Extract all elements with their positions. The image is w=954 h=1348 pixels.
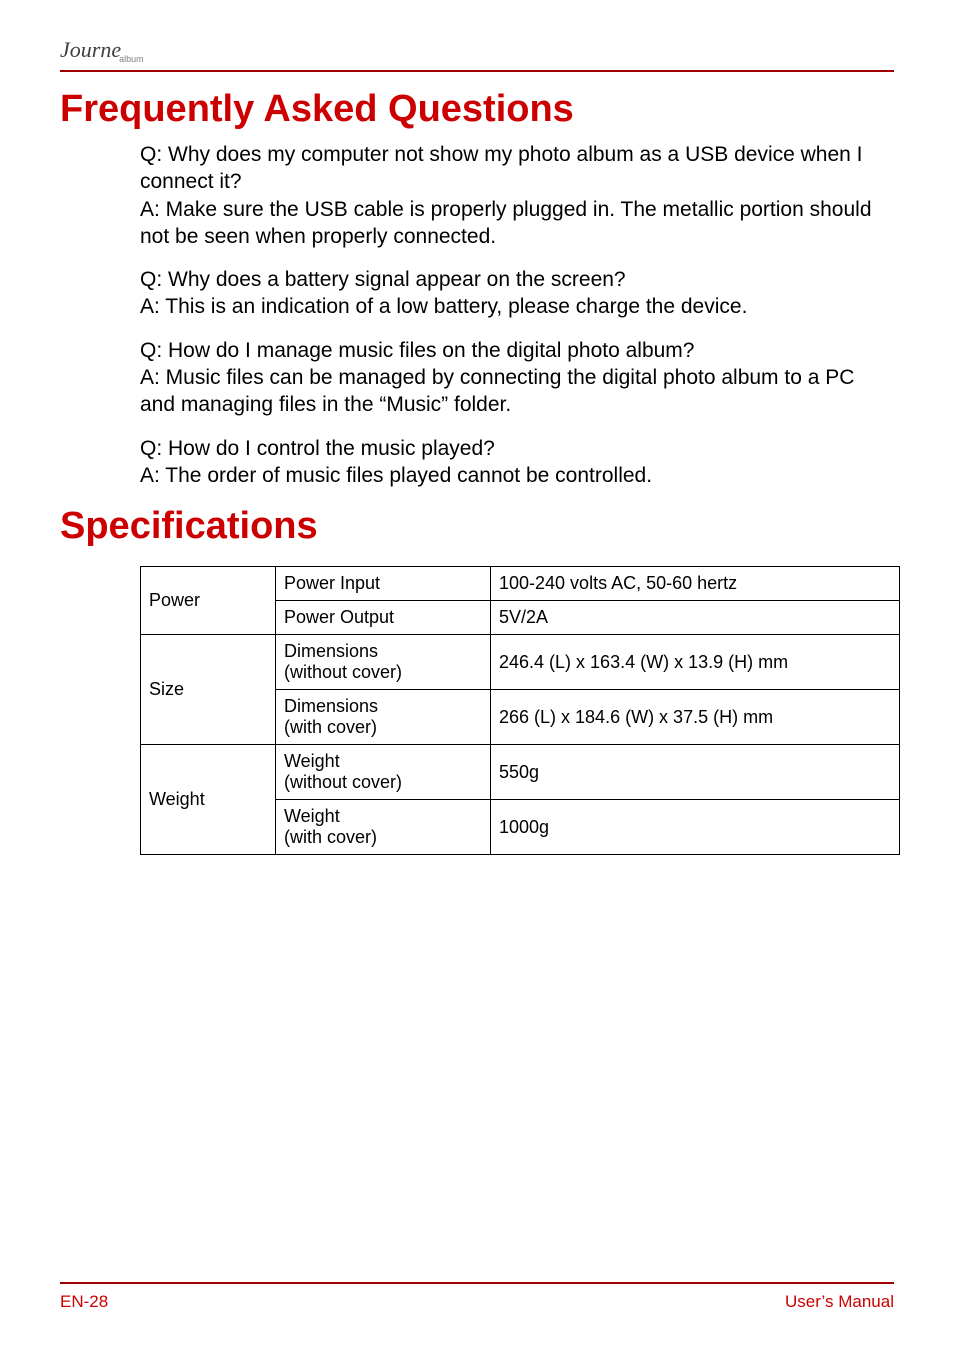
faq-question: Q: Why does my computer not show my phot… <box>140 141 874 196</box>
footer-row: EN-28 User’s Manual <box>60 1292 894 1312</box>
faq-question: Q: How do I manage music files on the di… <box>140 337 874 364</box>
faq-answer: A: This is an indication of a low batter… <box>140 293 874 320</box>
spec-sub: Weight(without cover) <box>276 745 491 800</box>
specs-heading: Specifications <box>60 505 894 548</box>
footer-rule <box>60 1282 894 1284</box>
spec-sub: Weight(with cover) <box>276 800 491 855</box>
faq-answer: A: The order of music files played canno… <box>140 462 874 489</box>
spec-val: 5V/2A <box>491 601 900 635</box>
spec-sub: Power Output <box>276 601 491 635</box>
faq-question: Q: How do I control the music played? <box>140 435 874 462</box>
faq-answer: A: Music files can be managed by connect… <box>140 364 874 419</box>
faq-item: Q: How do I control the music played? A:… <box>140 435 874 490</box>
spec-sub: Dimensions(without cover) <box>276 635 491 690</box>
footer-doc-title: User’s Manual <box>785 1292 894 1312</box>
faq-item: Q: Why does my computer not show my phot… <box>140 141 874 250</box>
table-row: Weight Weight(without cover) 550g <box>141 745 900 800</box>
logo: Journealbum <box>60 37 144 64</box>
table-row: Size Dimensions(without cover) 246.4 (L)… <box>141 635 900 690</box>
spec-val: 246.4 (L) x 163.4 (W) x 13.9 (H) mm <box>491 635 900 690</box>
spec-val: 1000g <box>491 800 900 855</box>
spec-val: 100-240 volts AC, 50-60 hertz <box>491 567 900 601</box>
faq-heading: Frequently Asked Questions <box>60 88 894 131</box>
page-footer: EN-28 User’s Manual <box>60 1282 894 1312</box>
spec-val: 550g <box>491 745 900 800</box>
spec-sub: Power Input <box>276 567 491 601</box>
footer-page-number: EN-28 <box>60 1292 108 1312</box>
spec-category: Weight <box>141 745 276 855</box>
faq-body: Q: Why does my computer not show my phot… <box>140 141 874 489</box>
specs-table: Power Power Input 100-240 volts AC, 50-6… <box>140 566 900 855</box>
faq-answer: A: Make sure the USB cable is properly p… <box>140 196 874 251</box>
faq-item: Q: How do I manage music files on the di… <box>140 337 874 419</box>
faq-item: Q: Why does a battery signal appear on t… <box>140 266 874 321</box>
spec-category: Size <box>141 635 276 745</box>
page-header: Journealbum <box>60 30 894 70</box>
spec-val: 266 (L) x 184.6 (W) x 37.5 (H) mm <box>491 690 900 745</box>
spec-sub: Dimensions(with cover) <box>276 690 491 745</box>
faq-question: Q: Why does a battery signal appear on t… <box>140 266 874 293</box>
spec-category: Power <box>141 567 276 635</box>
table-row: Power Power Input 100-240 volts AC, 50-6… <box>141 567 900 601</box>
header-rule <box>60 70 894 72</box>
logo-main: Journe <box>60 37 121 62</box>
logo-sub: album <box>119 54 144 64</box>
